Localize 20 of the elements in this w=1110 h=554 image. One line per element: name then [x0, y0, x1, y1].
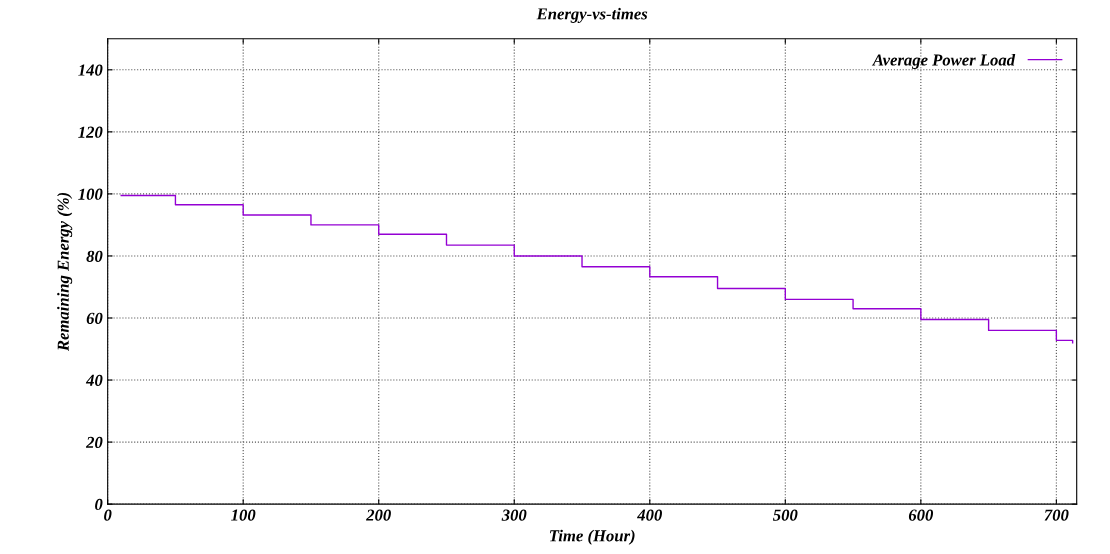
x-tick-label: 200: [366, 509, 391, 521]
x-tick-label: 600: [908, 509, 934, 521]
y-tick-label: 40: [85, 374, 103, 386]
y-tick-label: 60: [86, 312, 103, 324]
x-tick-label: 400: [637, 509, 662, 521]
x-tick-label: 300: [501, 509, 527, 521]
y-tick-label: 80: [86, 250, 103, 262]
legend-label: Average Power Load: [871, 53, 1016, 69]
y-tick-label: 120: [78, 126, 103, 138]
y-axis-title: Remaining Energy (%): [57, 192, 73, 352]
x-tick-label: 700: [1044, 509, 1069, 521]
x-tick-label: 100: [231, 509, 256, 521]
chart-title: Energy-vs-times: [536, 7, 648, 23]
x-axis-title: Time (Hour): [549, 529, 635, 545]
x-tick-label: 500: [773, 509, 798, 521]
y-tick-label: 140: [78, 64, 103, 76]
y-tick-label: 0: [95, 498, 103, 511]
y-tick-label: 20: [85, 436, 103, 449]
y-tick-label: 100: [78, 188, 103, 200]
x-tick-label: 0: [104, 509, 112, 521]
